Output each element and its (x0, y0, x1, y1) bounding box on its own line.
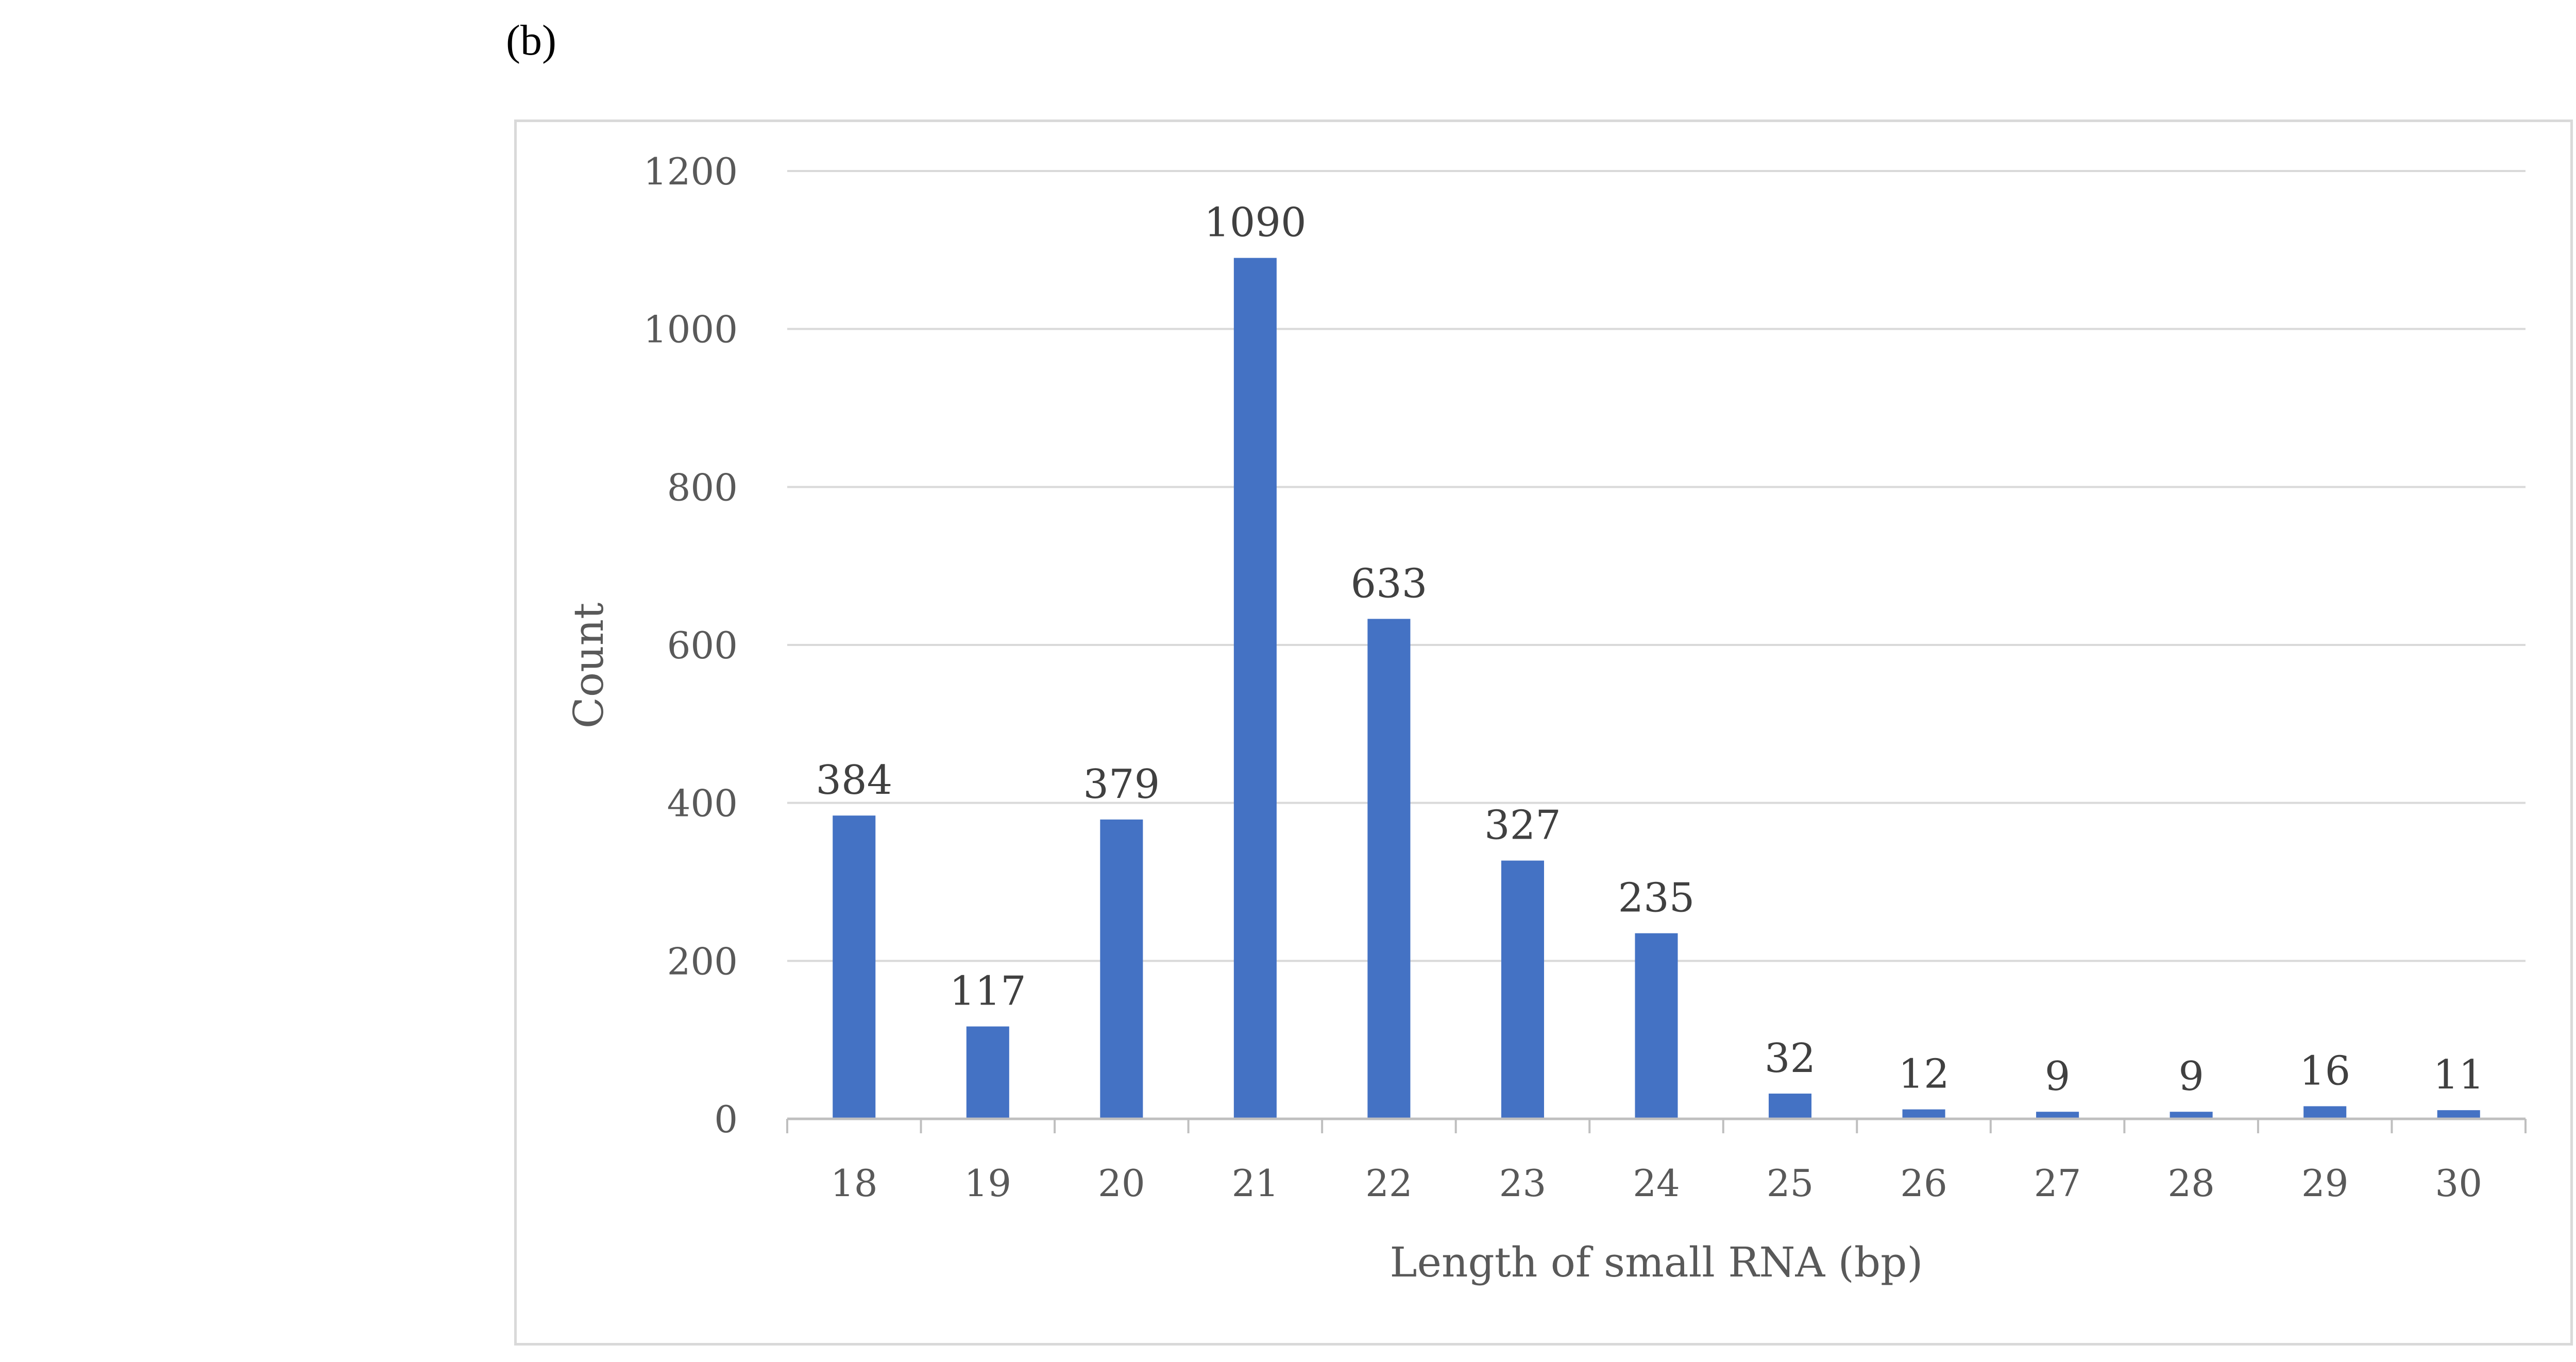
labels-layer: 0 200 400 600 800 1000 1200 384 18 117 19 379 20 1090… (643, 150, 2484, 1205)
data-label-22: 633 (1350, 560, 1427, 607)
data-label-24: 235 (1618, 875, 1695, 922)
bar-21 (1233, 258, 1277, 1119)
x-tick-label: 21 (1232, 1162, 1279, 1205)
bar-26 (1902, 1109, 1945, 1119)
bar-23 (1501, 860, 1544, 1119)
y-tick-label: 1200 (643, 150, 738, 193)
x-axis-title: Length of small RNA (bp) (1390, 1238, 1923, 1286)
bar-19 (966, 1026, 1009, 1119)
x-tick-label: 26 (1900, 1162, 1947, 1205)
x-tick-label: 22 (1365, 1162, 1413, 1205)
bar-28 (2170, 1112, 2213, 1119)
grid-layer (787, 170, 2526, 962)
x-tick-label: 24 (1633, 1162, 1680, 1205)
y-tick-label: 200 (667, 940, 738, 983)
x-tick-label: 18 (831, 1162, 878, 1205)
data-label-27: 9 (2045, 1053, 2071, 1100)
bar-25 (1769, 1093, 1812, 1119)
bar-18 (833, 815, 876, 1119)
x-tick-label: 23 (1499, 1162, 1547, 1205)
data-label-20: 379 (1083, 761, 1160, 808)
x-tick-label: 25 (1767, 1162, 1814, 1205)
x-tick-label: 29 (2301, 1162, 2349, 1205)
x-tick-label: 28 (2167, 1162, 2215, 1205)
data-label-28: 9 (2178, 1053, 2204, 1100)
data-label-25: 32 (1765, 1035, 1816, 1082)
y-tick-label: 1000 (643, 308, 738, 351)
bar-22 (1367, 619, 1411, 1119)
data-label-19: 117 (950, 968, 1026, 1015)
x-tick-label: 27 (2034, 1162, 2081, 1205)
x-tick-label: 20 (1098, 1162, 1145, 1205)
data-label-30: 11 (2433, 1052, 2484, 1098)
panel-label: (b) (506, 16, 556, 64)
y-tick-label: 800 (667, 466, 738, 509)
bar-30 (2437, 1110, 2480, 1119)
chart-frame (514, 120, 2573, 1346)
data-label-23: 327 (1484, 803, 1561, 849)
y-tick-label: 0 (714, 1098, 738, 1141)
axis-layer (786, 1117, 2527, 1133)
data-label-26: 12 (1898, 1051, 1949, 1098)
x-tick-label: 30 (2435, 1162, 2482, 1205)
data-label-29: 16 (2299, 1048, 2350, 1094)
bar-29 (2303, 1106, 2347, 1119)
y-axis-title: Count (565, 603, 613, 729)
x-tick-label: 19 (964, 1162, 1011, 1205)
data-label-21: 1090 (1204, 200, 1307, 246)
bars-layer (833, 258, 2480, 1119)
bar-24 (1635, 933, 1678, 1119)
y-tick-label: 400 (667, 782, 738, 825)
bar-27 (2036, 1112, 2079, 1119)
y-tick-label: 600 (667, 624, 738, 667)
bar-20 (1100, 819, 1143, 1119)
data-label-18: 384 (816, 757, 892, 804)
